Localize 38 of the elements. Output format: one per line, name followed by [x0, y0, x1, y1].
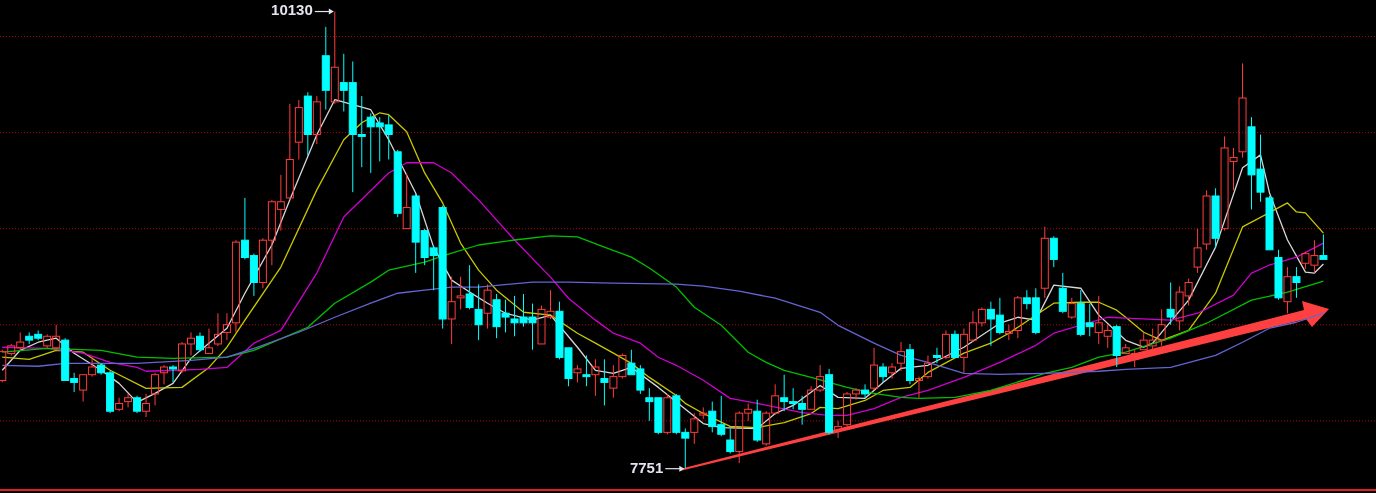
candlestick [870, 347, 879, 391]
candlestick [151, 372, 160, 406]
candlestick [447, 276, 456, 345]
candlestick [474, 283, 483, 341]
candlestick [932, 347, 941, 364]
candlestick [1283, 266, 1292, 314]
candlestick [483, 283, 492, 330]
candlestick [456, 276, 465, 310]
candlestick [213, 312, 222, 347]
candlestick [133, 395, 142, 414]
candlestick [923, 354, 932, 380]
candlestick [897, 341, 906, 372]
candlestick [142, 393, 151, 418]
annotation: 7751 [629, 458, 664, 476]
candlestick [231, 239, 240, 333]
candlestick [600, 358, 609, 406]
candlestick [1040, 226, 1049, 299]
candlestick [195, 331, 204, 353]
annotation: 10130 [271, 1, 313, 19]
candlestick [834, 420, 843, 439]
candlestick [861, 383, 870, 399]
candlestick [905, 343, 914, 385]
candlestick [1292, 266, 1301, 299]
candlestick [941, 330, 950, 360]
candlestick [222, 312, 231, 341]
candlestick [888, 362, 897, 380]
candlestick [330, 11, 339, 105]
candlestick [825, 368, 834, 435]
candlestick [582, 354, 591, 387]
candlestick [169, 364, 178, 383]
candlestick [914, 376, 923, 399]
candlestick [1238, 62, 1247, 159]
candlestick [124, 393, 133, 408]
candlestick [160, 364, 169, 385]
candlestick [115, 397, 124, 412]
candlestick [321, 26, 330, 111]
candlestick [1004, 324, 1013, 341]
candlestick [879, 362, 888, 383]
